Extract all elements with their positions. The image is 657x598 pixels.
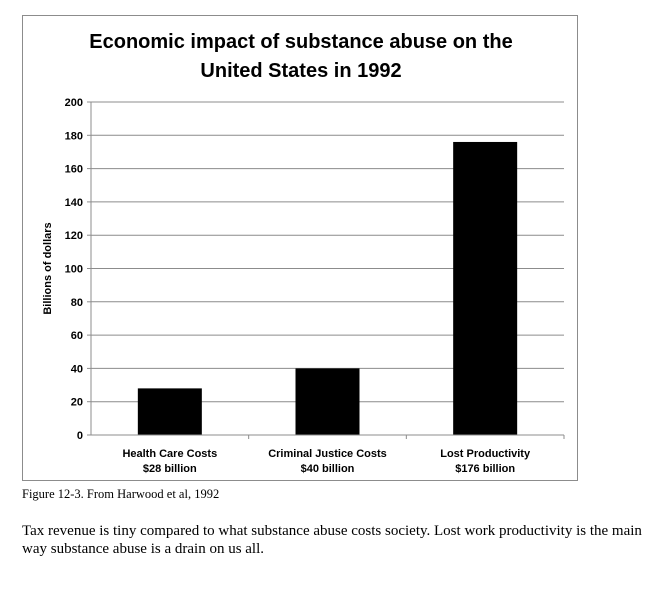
x-category-label: $40 billion [301,463,355,475]
y-axis-title: Billions of dollars [42,222,54,314]
y-tick-label: 0 [77,430,83,442]
bar [453,141,518,435]
y-tick-label: 100 [65,264,83,276]
chart-frame: Economic impact of substance abuse on th… [22,15,578,481]
bar [295,368,360,435]
figure-caption: Figure 12-3. From Harwood et al, 1992 [22,487,220,501]
axes [87,101,565,439]
y-tick-label: 60 [71,330,83,342]
x-category-label: $28 billion [143,463,197,475]
y-tick-label: 40 [71,363,83,375]
chart-title-line-2: United States in 1992 [200,60,402,82]
y-tick-label: 180 [65,130,83,142]
x-category-label: Criminal Justice Costs [268,448,387,460]
y-tick-label: 20 [71,397,83,409]
y-tick-label: 120 [65,230,83,242]
body-paragraph: Tax revenue is tiny compared to what sub… [22,523,642,557]
bars [137,141,518,435]
x-category-label: $176 billion [455,463,515,475]
y-tick-label: 80 [71,297,83,309]
y-tick-label: 160 [65,164,83,176]
y-tick-label: 200 [65,97,83,109]
bar [137,388,202,435]
chart-title: Economic impact of substance abuse on th… [23,28,579,86]
y-tick-label: 140 [65,197,83,209]
x-category-label: Health Care Costs [122,448,217,460]
axis-labels: 0 20 40 60 80 100 120 140 160 180 200 Health Care C… [42,97,531,475]
chart-title-line-1: Economic impact of substance abuse on th… [89,31,513,53]
bar-chart: 0 20 40 60 80 100 120 140 160 180 200 Health Care C… [42,97,565,475]
x-category-label: Lost Productivity [440,448,531,460]
